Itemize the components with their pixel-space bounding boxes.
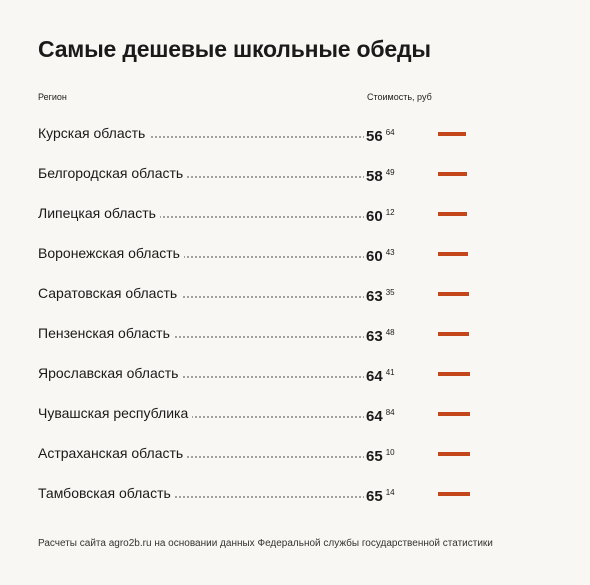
leader-dots <box>38 256 364 258</box>
category-label: Ярославская область <box>38 363 183 383</box>
footnote: Расчеты сайта agro2b.ru на основании дан… <box>38 538 493 549</box>
value-kopecks: 64 <box>385 128 395 137</box>
value-kopecks: 35 <box>385 288 395 297</box>
value-kopecks: 49 <box>385 168 395 177</box>
category-label: Тамбовская область <box>38 483 175 503</box>
value-rubles: 63 <box>366 328 383 345</box>
category-label: Саратовская область <box>38 283 182 303</box>
row: Ярославская область 64 41 <box>38 363 478 385</box>
bar <box>438 452 470 456</box>
value-kopecks: 14 <box>385 488 395 497</box>
bar <box>438 212 468 216</box>
value-kopecks: 84 <box>385 408 395 417</box>
column-header: Регион <box>38 92 67 102</box>
value-kopecks: 43 <box>385 248 395 257</box>
category-label: Воронежская область <box>38 243 184 263</box>
leader-dots <box>38 416 364 418</box>
value-rubles: 65 <box>366 448 383 465</box>
row: Тамбовская область 65 14 <box>38 483 478 505</box>
bar <box>438 412 470 416</box>
category-label: Липецкая область <box>38 203 160 223</box>
value-label: 64 84 <box>366 403 395 427</box>
value-label: 58 49 <box>366 163 395 187</box>
bar <box>438 292 470 296</box>
row: Астраханская область 65 10 <box>38 443 478 465</box>
row: Курская область 56 64 <box>38 123 478 145</box>
value-label: 65 10 <box>366 443 395 467</box>
row: Чувашская республика 64 84 <box>38 403 478 425</box>
value-label: 56 64 <box>366 123 395 147</box>
category-label: Белгородская область <box>38 163 188 183</box>
value-label: 60 43 <box>366 243 395 267</box>
value-rubles: 64 <box>366 408 383 425</box>
value-kopecks: 12 <box>385 208 395 217</box>
row: Саратовская область 63 35 <box>38 283 478 305</box>
value-rubles: 60 <box>366 208 383 225</box>
value-label: 63 48 <box>366 323 395 347</box>
leader-dots <box>38 216 364 218</box>
leader-dots <box>38 496 364 498</box>
value-label: 64 41 <box>366 363 395 387</box>
category-label: Чувашская республика <box>38 403 193 423</box>
row: Воронежская область 60 43 <box>38 243 478 265</box>
value-label: 63 35 <box>366 283 395 307</box>
column-header: Стоимость, руб <box>367 92 432 102</box>
chart-title: Самые дешевые школьные обеды <box>38 36 431 62</box>
value-label: 65 14 <box>366 483 395 507</box>
row: Пензенская область 63 48 <box>38 323 478 345</box>
bar <box>438 372 470 376</box>
value-kopecks: 10 <box>385 448 395 457</box>
value-rubles: 63 <box>366 288 383 305</box>
category-label: Пензенская область <box>38 323 174 343</box>
value-rubles: 64 <box>366 368 383 385</box>
value-label: 60 12 <box>366 203 395 227</box>
value-kopecks: 48 <box>385 328 395 337</box>
leader-dots <box>38 376 364 378</box>
bar <box>438 492 470 496</box>
value-rubles: 58 <box>366 168 383 185</box>
leader-dots <box>38 296 364 298</box>
leader-dots <box>38 336 364 338</box>
row: Белгородская область 58 49 <box>38 163 478 185</box>
value-rubles: 65 <box>366 488 383 505</box>
bar <box>438 332 470 336</box>
bar <box>438 252 468 256</box>
bar <box>438 132 466 136</box>
leader-dots <box>38 136 364 138</box>
category-label: Курская область <box>38 123 150 143</box>
value-rubles: 56 <box>366 128 383 145</box>
leader-dots <box>38 456 364 458</box>
row: Липецкая область 60 12 <box>38 203 478 225</box>
leader-dots <box>38 176 364 178</box>
value-rubles: 60 <box>366 248 383 265</box>
bar <box>438 172 467 176</box>
value-kopecks: 41 <box>385 368 395 377</box>
category-label: Астраханская область <box>38 443 188 463</box>
